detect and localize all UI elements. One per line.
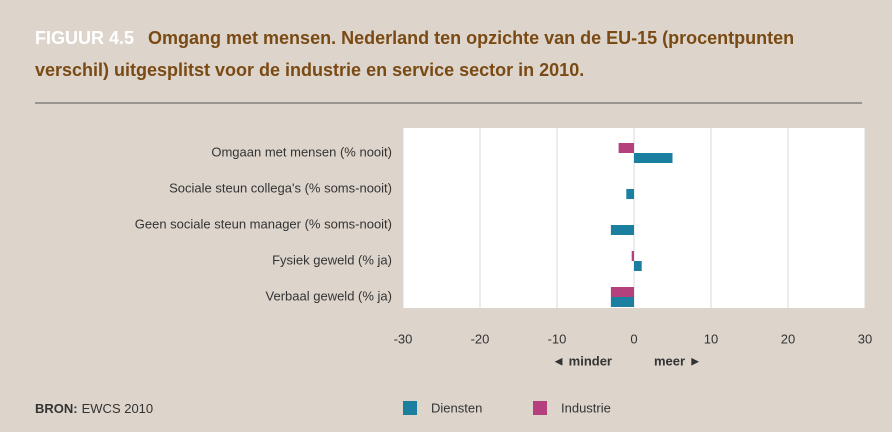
legend-label: Diensten (431, 400, 482, 415)
x-tick-label: 30 (858, 331, 872, 346)
legend-swatch (403, 401, 417, 415)
bar (626, 189, 634, 199)
x-tick-label: 20 (781, 331, 795, 346)
annotation: meer ► (654, 353, 702, 368)
source-text: EWCS 2010 (82, 401, 154, 416)
x-tick-label: -30 (394, 331, 413, 346)
bar (610, 297, 634, 307)
category-label: Geen sociale steun manager (% soms-nooit… (135, 216, 392, 231)
x-tick-label: 0 (630, 331, 637, 346)
x-tick-label: -10 (548, 331, 567, 346)
bar (631, 251, 634, 261)
category-label: Sociale steun collega's (% soms-nooit) (169, 180, 392, 195)
x-tick-label: -20 (471, 331, 490, 346)
category-label: Omgaan met mensen (% nooit) (211, 144, 392, 159)
bar (618, 143, 634, 153)
category-label: Fysiek geweld (% ja) (272, 252, 392, 267)
bar (634, 261, 642, 271)
source-label: BRON: (35, 401, 78, 416)
legend-label: Industrie (561, 400, 611, 415)
source: BRON: EWCS 2010 (35, 401, 153, 416)
chart-title: Omgang met mensen. Nederland ten opzicht… (35, 28, 795, 80)
bar (610, 287, 634, 297)
bar (610, 225, 634, 235)
bar (634, 153, 673, 163)
title-block: FIGUUR 4.5 Omgang met mensen. Nederland t… (35, 22, 865, 86)
annotation: ◄ minder (552, 353, 612, 368)
figure-label: FIGUUR 4.5 (35, 28, 135, 48)
legend-swatch (533, 401, 547, 415)
x-tick-label: 10 (704, 331, 718, 346)
category-label: Verbaal geweld (% ja) (266, 288, 392, 303)
